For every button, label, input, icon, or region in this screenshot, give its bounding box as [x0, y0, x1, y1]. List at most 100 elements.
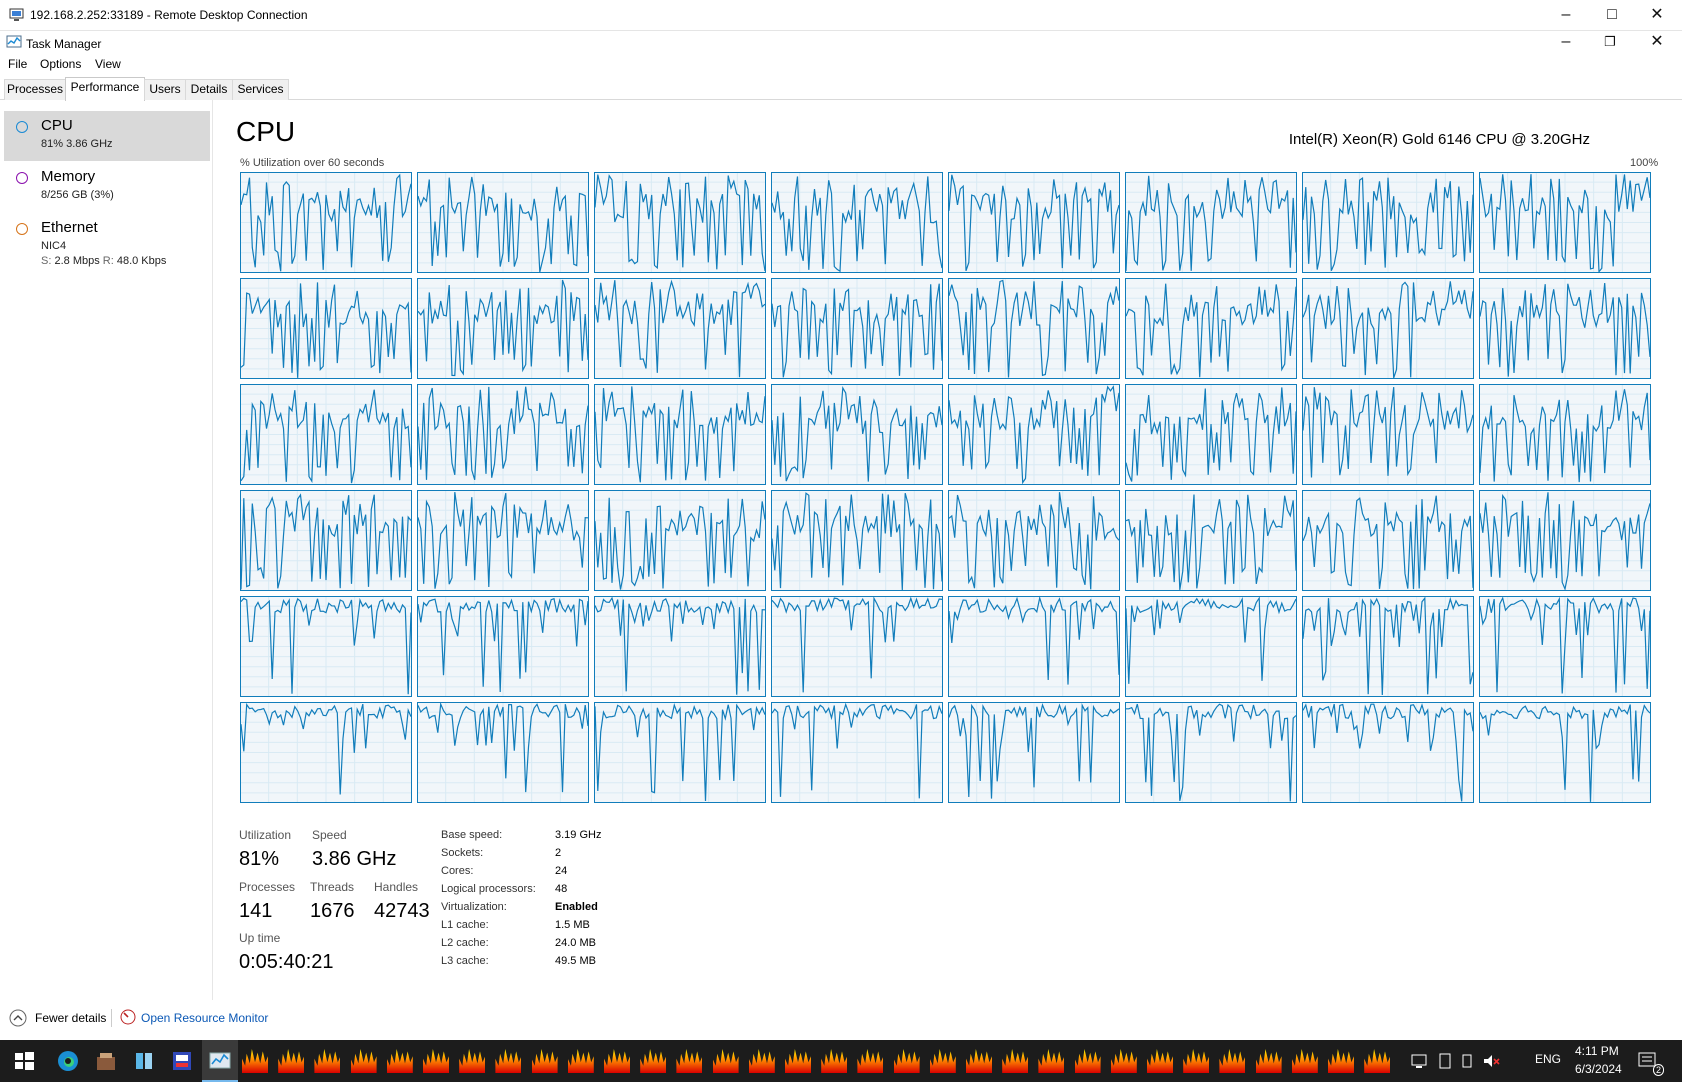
spec-value: 1.5 MB — [555, 919, 590, 931]
fire-app-icon[interactable] — [821, 1049, 848, 1073]
language-indicator[interactable]: ENG — [1535, 1052, 1562, 1066]
fire-app-icon[interactable] — [640, 1049, 667, 1073]
fire-app-icon[interactable] — [1074, 1049, 1101, 1073]
sidebar-item-memory[interactable]: Memory 8/256 GB (3%) — [4, 162, 210, 212]
taskmanager-taskbar-button[interactable] — [202, 1040, 238, 1082]
tab-details[interactable]: Details — [185, 79, 233, 100]
tm-close-button[interactable]: ✕ — [1650, 33, 1664, 50]
fire-app-icon[interactable] — [459, 1049, 486, 1073]
edge-browser-icon[interactable] — [56, 1049, 80, 1073]
processor-graph — [1479, 490, 1651, 592]
fire-app-icon[interactable] — [495, 1049, 522, 1073]
tab-performance[interactable]: Performance — [65, 77, 145, 101]
network-tray-icon[interactable] — [1410, 1052, 1428, 1070]
processor-graph — [1125, 278, 1297, 379]
volume-muted-icon[interactable] — [1482, 1052, 1500, 1070]
remote-desktop-icon — [9, 8, 24, 21]
fire-app-icon[interactable] — [350, 1049, 377, 1073]
resource-monitor-icon[interactable] — [120, 1009, 136, 1025]
fire-app-icon[interactable] — [966, 1049, 992, 1073]
utilization-line — [417, 701, 589, 793]
utilization-line — [771, 492, 943, 591]
rdp-maximize-button[interactable]: □ — [1607, 6, 1617, 23]
fire-app-icon[interactable] — [1364, 1049, 1391, 1073]
fire-app-icon[interactable] — [278, 1049, 305, 1073]
fire-app-icon[interactable] — [567, 1049, 594, 1073]
fewer-details-button[interactable]: Fewer details — [35, 1011, 107, 1025]
fire-app-icon[interactable] — [604, 1049, 630, 1073]
server-manager-icon[interactable] — [94, 1049, 118, 1073]
spec-key: Logical processors: — [441, 883, 536, 895]
processor-graph — [594, 384, 766, 485]
open-resource-monitor-link[interactable]: Open Resource Monitor — [141, 1011, 269, 1025]
app-pinned-icon[interactable] — [170, 1049, 194, 1073]
fire-app-icon[interactable] — [1038, 1049, 1065, 1073]
spec-value: 2 — [555, 847, 562, 859]
taskmanager-taskbar-icon — [209, 1052, 231, 1069]
fire-app-icon[interactable] — [531, 1049, 558, 1073]
fire-app-icon[interactable] — [1147, 1049, 1173, 1073]
fire-app-icon[interactable] — [1110, 1049, 1137, 1073]
fire-app-icon[interactable] — [1002, 1049, 1029, 1073]
utilization-line — [417, 386, 589, 480]
fire-app-icon[interactable] — [314, 1049, 341, 1073]
spec-value: 24 — [555, 865, 568, 877]
utilization-line — [1302, 495, 1474, 590]
fire-app-icon[interactable] — [1328, 1049, 1354, 1073]
action-center-icon[interactable] — [1637, 1050, 1659, 1072]
bluetooth-tray-icon[interactable] — [1436, 1052, 1454, 1070]
uptime-label: Up time — [239, 931, 281, 945]
tab-services[interactable]: Services — [232, 79, 289, 100]
fire-app-icon[interactable] — [1291, 1049, 1318, 1073]
chevron-up-icon[interactable] — [9, 1009, 27, 1027]
clock-date[interactable]: 6/3/2024 — [1575, 1062, 1622, 1076]
windows-start-icon[interactable] — [12, 1049, 36, 1073]
fire-app-icon[interactable] — [386, 1049, 413, 1073]
utilization-line — [1302, 596, 1474, 696]
utilization-line — [1125, 596, 1297, 684]
clock-time[interactable]: 4:11 PM — [1575, 1044, 1619, 1058]
utilization-line — [1479, 704, 1651, 802]
fire-app-icon[interactable] — [1219, 1049, 1246, 1073]
fire-app-icon[interactable] — [929, 1049, 956, 1073]
fire-app-icon[interactable] — [748, 1049, 775, 1073]
fire-app-icon[interactable] — [857, 1049, 884, 1073]
sidebar-item-cpu[interactable]: CPU 81% 3.86 GHz — [4, 111, 210, 161]
fire-app-icon[interactable] — [712, 1049, 739, 1073]
fire-app-icon[interactable] — [1255, 1049, 1282, 1073]
utilization-line — [948, 279, 1120, 378]
speed-label: Speed — [312, 828, 347, 842]
utilization-line — [240, 173, 412, 272]
fire-app-icon[interactable] — [423, 1049, 449, 1073]
fire-app-icon[interactable] — [676, 1049, 703, 1073]
fire-app-icon[interactable] — [893, 1049, 920, 1073]
tm-restore-button[interactable]: ❐ — [1604, 34, 1616, 49]
tm-minimize-button[interactable]: – — [1561, 33, 1571, 50]
tab-users[interactable]: Users — [144, 79, 186, 100]
utilization-line — [594, 497, 766, 590]
processor-graph — [1302, 384, 1474, 485]
sidebar-ethernet-throughput: S: 2.8 Mbps R: 48.0 Kbps — [41, 255, 166, 267]
processor-graph — [594, 490, 766, 591]
spec-value: 48 — [555, 883, 568, 895]
menu-options[interactable]: Options — [40, 57, 82, 71]
fire-app-icon[interactable] — [785, 1049, 811, 1073]
spec-key: Cores: — [441, 865, 474, 877]
processor-graph — [948, 384, 1120, 485]
processor-graph — [1125, 384, 1297, 485]
file-explorer-icon[interactable] — [132, 1049, 156, 1073]
fire-app-icon[interactable] — [1183, 1049, 1210, 1073]
storage-tray-icon[interactable] — [1458, 1052, 1476, 1070]
menu-file[interactable]: File — [8, 57, 28, 71]
rdp-minimize-button[interactable]: – — [1561, 6, 1571, 23]
fire-app-icon[interactable] — [242, 1049, 268, 1073]
spec-value: 3.19 GHz — [555, 829, 602, 841]
utilization-line — [240, 493, 412, 590]
utilization-line — [240, 597, 412, 695]
sidebar-item-ethernet[interactable]: Ethernet NIC4 S: 2.8 Mbps R: 48.0 Kbps — [4, 213, 210, 275]
processor-graph — [417, 490, 589, 591]
rdp-close-button[interactable]: ✕ — [1650, 6, 1664, 23]
tab-processes[interactable]: Processes — [4, 79, 66, 100]
menu-view[interactable]: View — [95, 57, 121, 71]
uptime-value: 0:05:40:21 — [239, 951, 334, 973]
